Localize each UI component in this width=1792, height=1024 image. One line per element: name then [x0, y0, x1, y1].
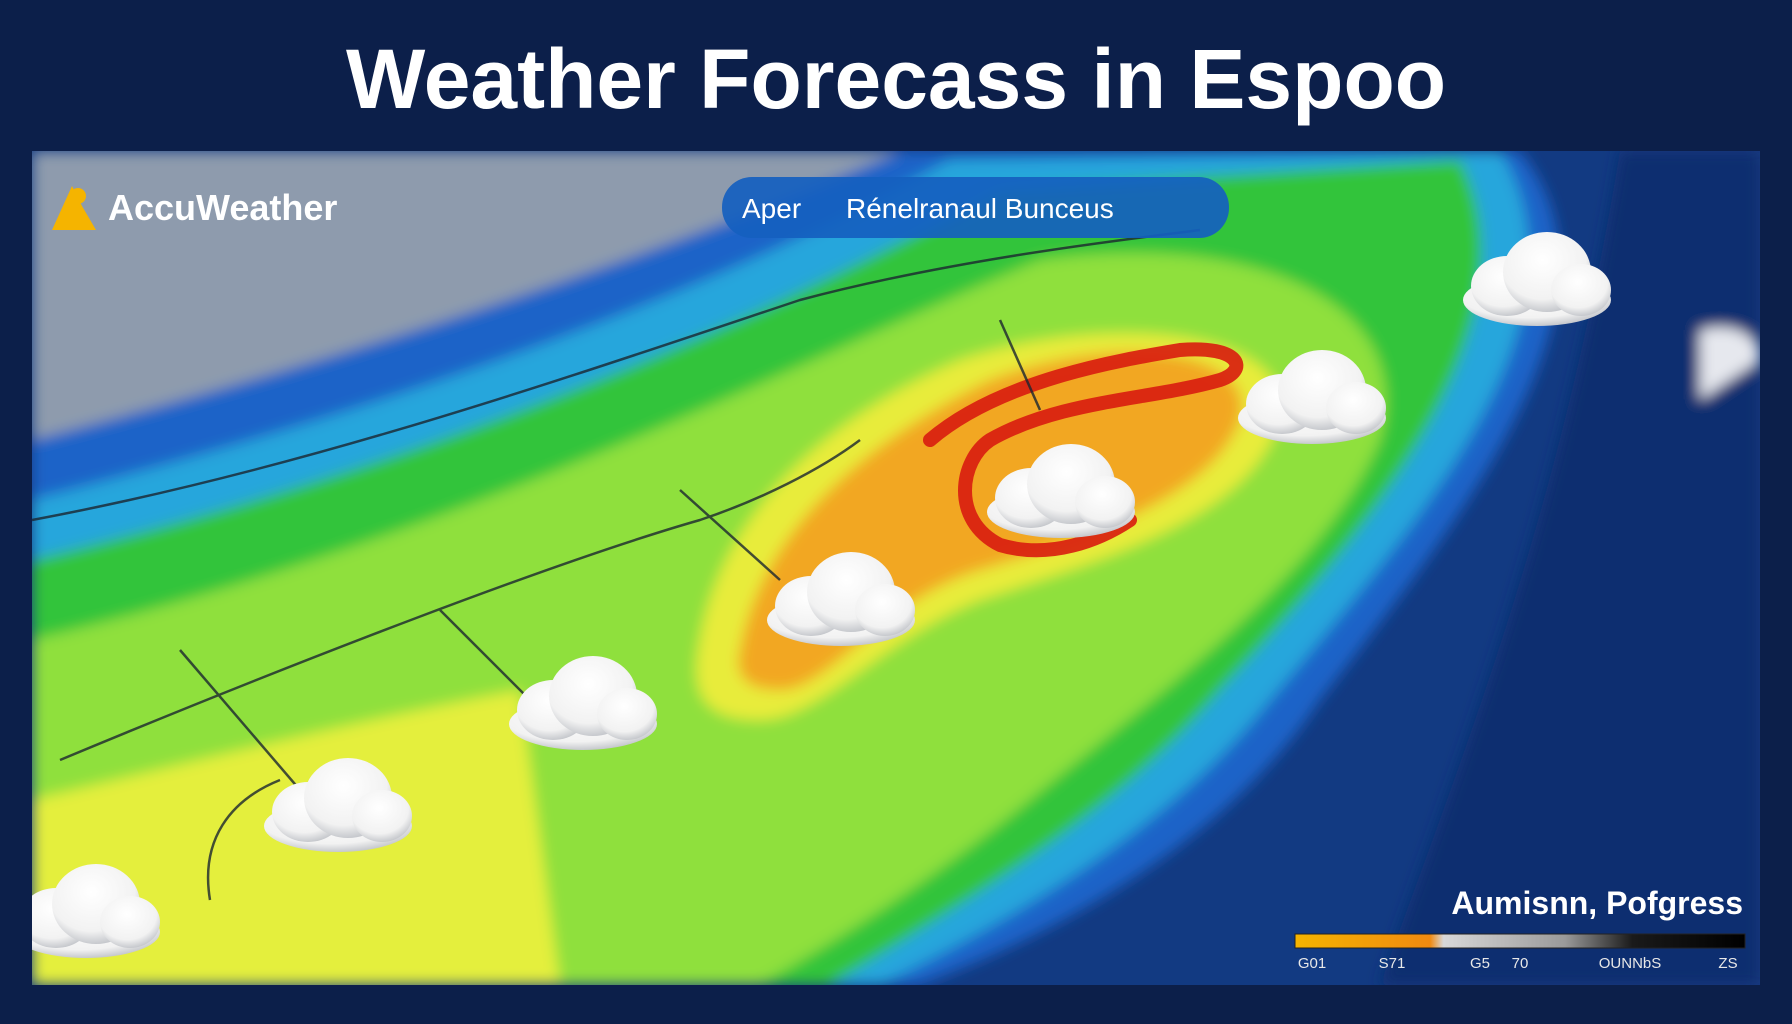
legend-label: G5 [1470, 955, 1490, 972]
weather-map [32, 151, 1760, 985]
legend-bar [1294, 933, 1746, 949]
layer-pill[interactable]: Aper Rénelranaul Bunceus [722, 177, 1229, 238]
legend-label: G01 [1298, 955, 1326, 972]
pill-left: Aper [742, 193, 801, 224]
brand-name: AccuWeather [108, 187, 337, 228]
legend-label: OUNNbS [1599, 955, 1662, 972]
page-title: Weather Forecass in Espoo [346, 32, 1446, 126]
legend-label: 70 [1512, 955, 1529, 972]
legend-title: Aumisnn, Pofgress [1451, 885, 1743, 921]
legend-label: S71 [1379, 955, 1406, 972]
legend: Aumisnn, Pofgress G01 S71 G5 70 OUNNbS Z… [1294, 885, 1746, 972]
brand-logo: AccuWeather [52, 186, 337, 230]
legend-label: ZS [1718, 955, 1737, 972]
pill-right: Rénelranaul Bunceus [846, 193, 1114, 224]
